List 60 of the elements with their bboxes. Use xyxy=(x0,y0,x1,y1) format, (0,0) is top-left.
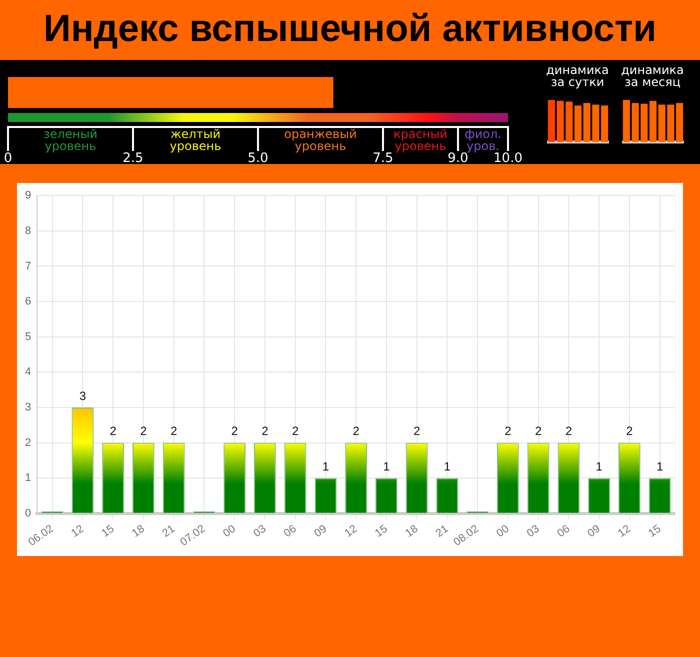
y-tick-label: 4 xyxy=(24,366,32,378)
x-tick-label: 2.5 xyxy=(122,150,144,166)
data-label: 1 xyxy=(322,459,330,474)
text: оранжевый уровень xyxy=(284,127,357,154)
data-label: 2 xyxy=(534,424,542,438)
data-label: 1 xyxy=(656,459,664,474)
text: желтый уровень xyxy=(170,127,222,154)
data-label: 2 xyxy=(292,424,299,438)
x-tick-label: 09 xyxy=(586,522,603,540)
data-label: 1 xyxy=(383,459,390,474)
text: зеленый уровень xyxy=(44,127,98,154)
x-tick-label: 15 xyxy=(100,522,117,540)
data-label: 2 xyxy=(110,424,117,438)
y-tick-label: 2 xyxy=(24,436,32,449)
data-label: 2 xyxy=(504,424,512,438)
chart-title: динамика за сутки xyxy=(545,63,610,91)
x-tick-label: 0 xyxy=(4,150,12,166)
data-label: 2 xyxy=(140,424,148,438)
y-tick-label: 9 xyxy=(24,190,32,202)
data-label: 1 xyxy=(596,459,603,474)
chart-title: динамика за месяц xyxy=(620,63,685,91)
data-label: 2 xyxy=(262,424,269,438)
x-tick-label: 21 xyxy=(160,522,178,540)
x-tick-label: 7.5 xyxy=(372,150,394,166)
data-label: 2 xyxy=(626,424,634,438)
data-label: 2 xyxy=(231,424,238,438)
x-tick-label: 15 xyxy=(372,522,390,540)
x-tick-label: 03 xyxy=(524,522,542,540)
x-tick-label: 06 xyxy=(282,522,299,540)
x-tick-label: 12 xyxy=(616,522,633,540)
text: красный уровень xyxy=(394,127,448,154)
y-tick-label: 7 xyxy=(24,260,32,272)
text: фиол. уров. xyxy=(464,127,502,154)
y-tick-label: 8 xyxy=(24,224,32,237)
data-label: 2 xyxy=(170,424,178,438)
data-label: 2 xyxy=(413,424,420,438)
x-tick-label: 12 xyxy=(342,522,360,540)
x-tick-label: 10.0 xyxy=(494,150,522,166)
data-label: 3 xyxy=(79,388,86,403)
data-label: 2 xyxy=(565,424,572,438)
y-tick-label: 0 xyxy=(24,507,32,520)
x-tick-label: 18 xyxy=(130,522,147,540)
x-tick-label: 00 xyxy=(494,522,512,540)
x-tick-label: 06 xyxy=(555,522,572,540)
y-tick-label: 6 xyxy=(24,296,32,308)
data-label: 1 xyxy=(444,459,451,474)
x-tick-label: 5.0 xyxy=(248,150,268,166)
x-tick-label: 18 xyxy=(403,522,420,540)
x-tick-label: 00 xyxy=(221,522,238,540)
x-tick-label: 12 xyxy=(69,522,86,540)
x-tick-label: 09 xyxy=(312,522,330,540)
x-tick-label: 21 xyxy=(434,522,451,540)
y-tick-label: 5 xyxy=(24,330,32,343)
chart-title: Индекс вспышечной активности xyxy=(42,8,658,51)
x-tick-label: 9.0 xyxy=(448,150,468,166)
y-tick-label: 1 xyxy=(24,472,32,484)
x-tick-label: 03 xyxy=(251,522,268,540)
data-label: 2 xyxy=(352,424,360,438)
x-tick-label: 15 xyxy=(646,522,664,540)
y-tick-label: 3 xyxy=(24,401,32,414)
